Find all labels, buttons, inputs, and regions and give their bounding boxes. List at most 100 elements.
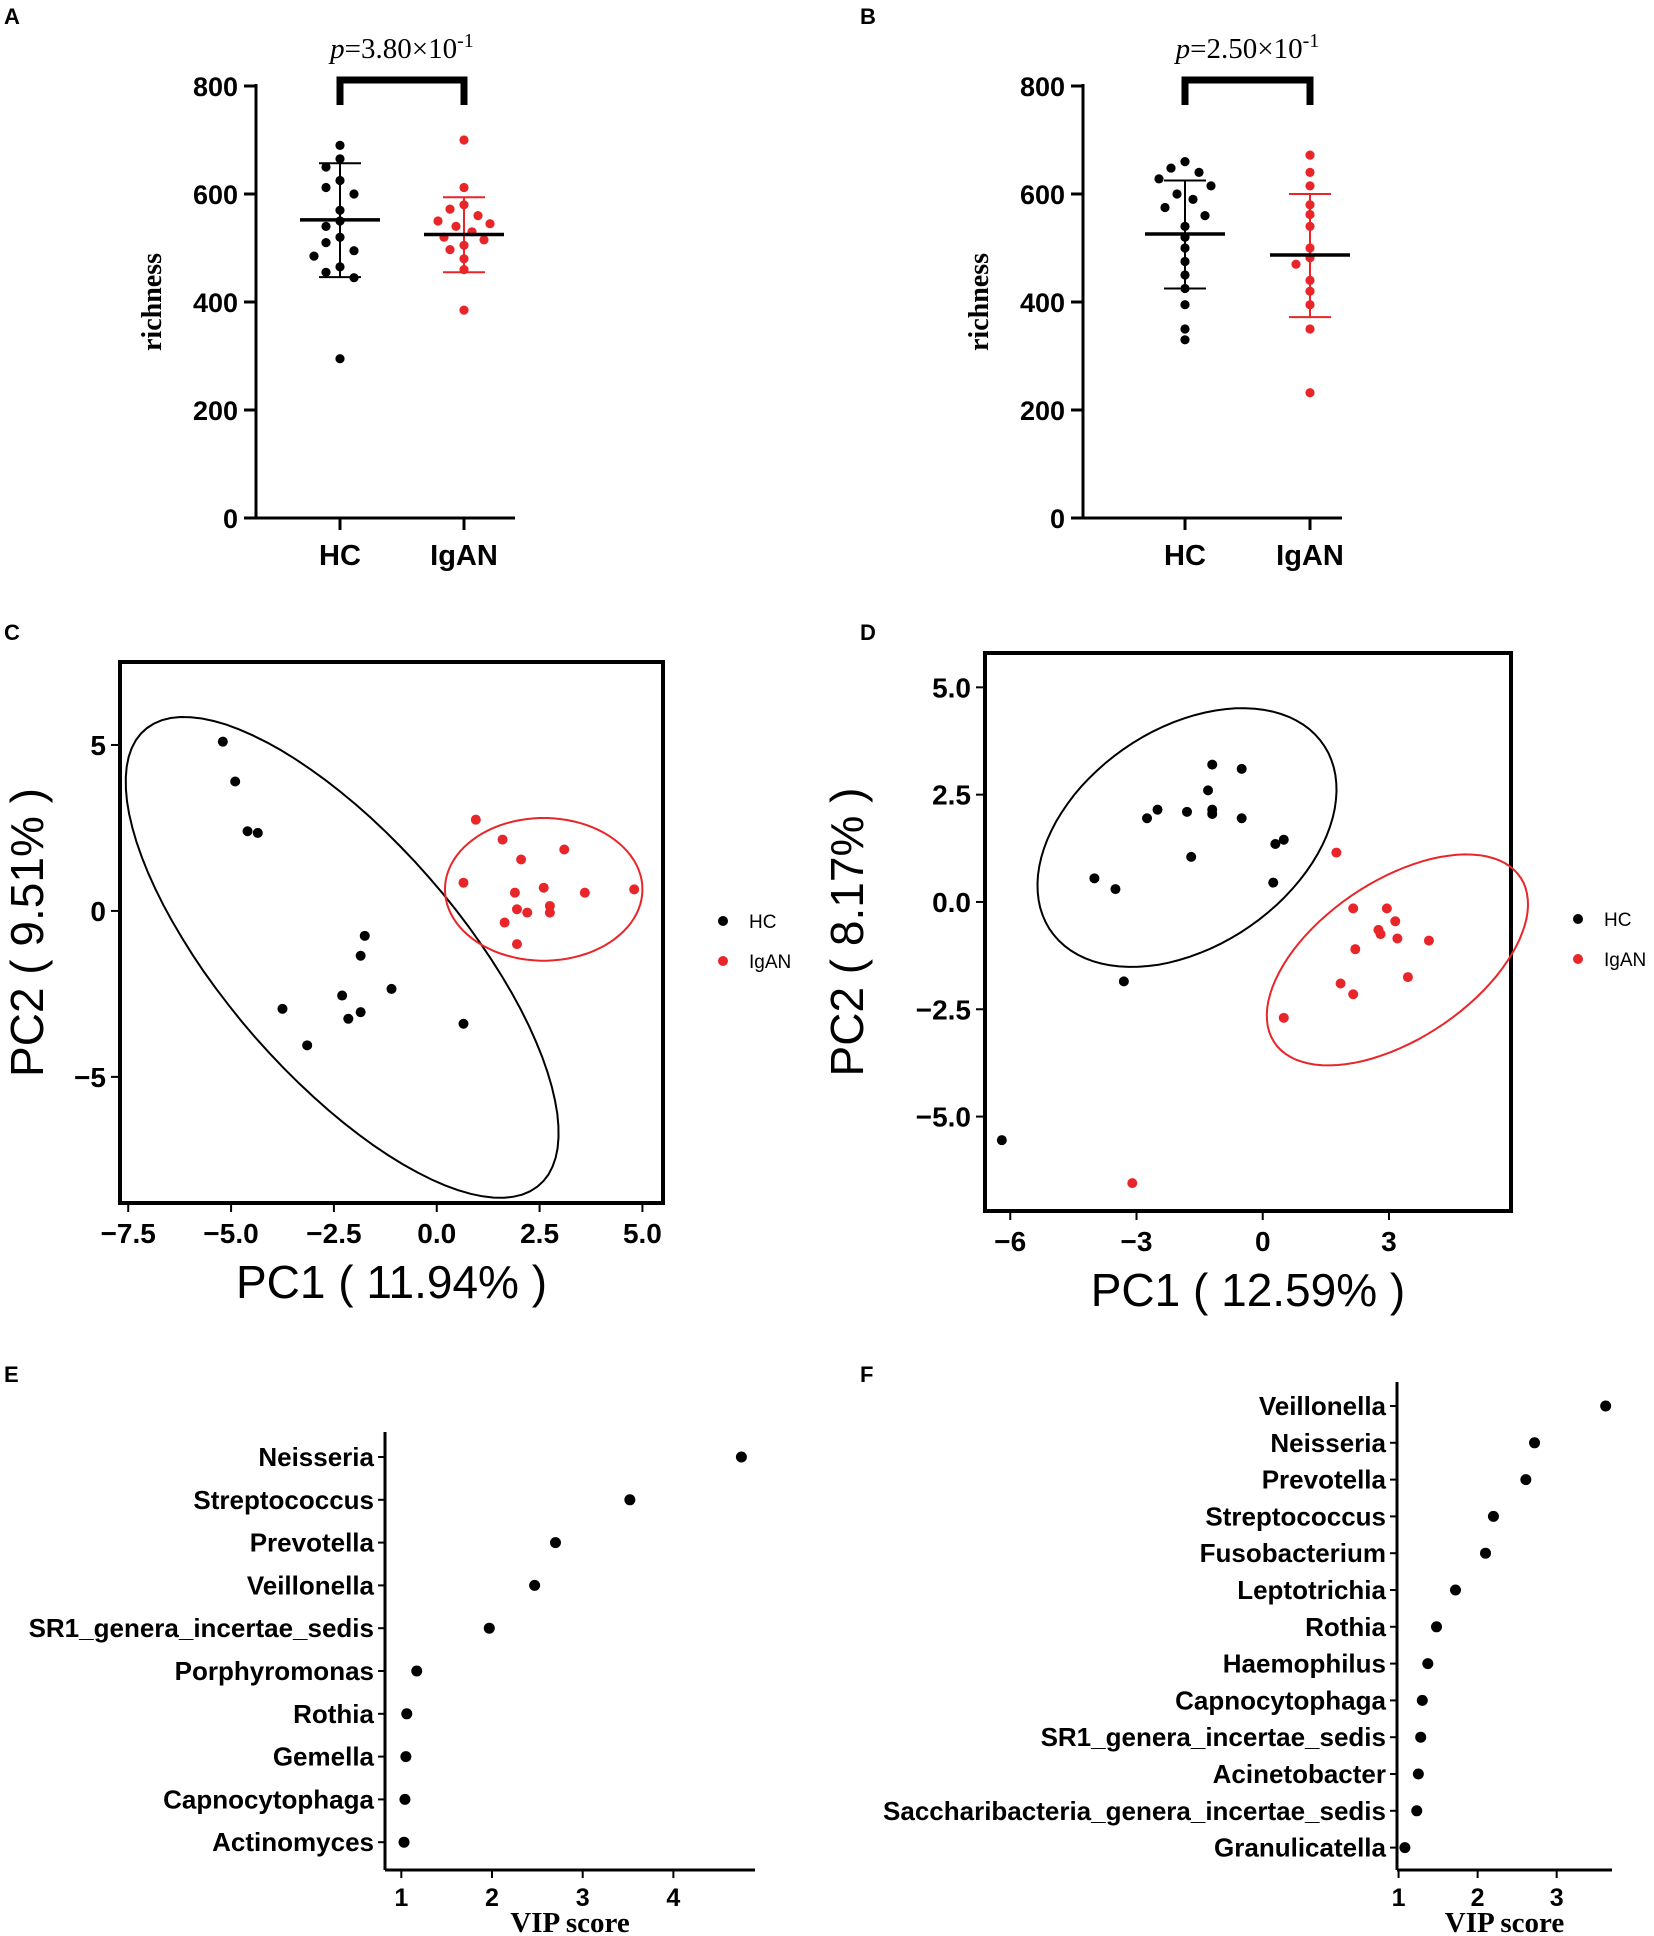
category-label: Neisseria: [1270, 1428, 1386, 1458]
x-tick-label: 4: [666, 1884, 680, 1912]
panel-letter-f: F: [860, 1362, 873, 1387]
panel-e-vip-chart: 1 2 3 4 VIP score Neisseria Streptococcus Prevo…: [29, 1432, 755, 1936]
category-label: SR1_genera_incertae_sedis: [1041, 1722, 1386, 1752]
legend-marker-hc: [718, 916, 728, 926]
data-point-hc: [1180, 243, 1190, 253]
category-label: Capnocytophaga: [1175, 1685, 1386, 1715]
x-axis-label: PC1 ( 12.59% ): [1091, 1264, 1405, 1316]
y-tick-label: 0: [1050, 504, 1065, 534]
data-point-igan: [516, 854, 527, 865]
y-tick-label: 200: [1020, 396, 1065, 426]
data-point-hc: [277, 1003, 288, 1014]
data-point-igan: [459, 200, 469, 210]
vip-point: [1411, 1805, 1423, 1817]
data-point-hc: [1206, 181, 1216, 191]
data-point-hc: [359, 930, 370, 941]
data-point-igan: [445, 245, 455, 255]
data-point-hc: [1166, 163, 1176, 173]
x-tick-label: 5.0: [623, 1218, 662, 1249]
panel-letter-d: D: [860, 620, 876, 645]
vip-point: [1422, 1658, 1434, 1670]
data-point-hc: [1180, 324, 1190, 334]
data-point-hc: [1278, 834, 1289, 845]
data-point-igan: [1350, 944, 1361, 955]
y-tick-label: 2.5: [932, 780, 971, 811]
data-point-hc: [349, 189, 359, 199]
significance-bracket: [1181, 76, 1314, 105]
y-tick-label: 600: [1020, 180, 1065, 210]
vip-point: [483, 1622, 495, 1634]
data-point-igan: [629, 884, 640, 895]
data-point-hc: [1180, 335, 1190, 345]
data-point-hc: [335, 140, 345, 150]
x-tick-label-hc: HC: [319, 540, 361, 572]
data-point-igan: [458, 877, 469, 888]
p-value-symbol: p: [328, 33, 345, 65]
category-label: Fusobacterium: [1200, 1538, 1386, 1568]
y-tick-label: 400: [1020, 288, 1065, 318]
data-point-hc: [1194, 167, 1204, 177]
vip-point: [1416, 1694, 1428, 1706]
data-point-hc: [343, 1013, 354, 1024]
panel-a-richness-chart: 0 200 400 600 800 richness HC IgAN p=3.80×10-1: [137, 30, 515, 572]
data-point-igan: [511, 904, 522, 915]
data-point-igan: [1305, 243, 1315, 253]
data-point-igan: [579, 887, 590, 898]
data-point-hc: [1203, 785, 1214, 796]
data-point-igan: [1305, 150, 1315, 160]
x-tick-label: 0.0: [417, 1218, 456, 1249]
x-tick-label: 1: [1392, 1884, 1406, 1912]
data-point-hc: [1207, 804, 1218, 815]
significance-bracket: [336, 76, 468, 105]
x-tick-label-hc: HC: [1164, 540, 1206, 572]
data-point-hc: [458, 1018, 469, 1029]
data-point-igan: [559, 844, 570, 855]
legend-label-hc: HC: [1604, 910, 1631, 931]
data-point-hc: [217, 736, 228, 747]
legend-marker-hc: [1573, 914, 1583, 924]
x-axis-label: VIP score: [510, 1907, 630, 1936]
y-tick-label: −5: [74, 1062, 106, 1093]
y-axis-label: richness: [964, 253, 995, 351]
y-tick-label: 800: [1020, 72, 1065, 102]
vip-point: [549, 1537, 561, 1549]
vip-point: [529, 1579, 541, 1591]
vip-point: [1415, 1731, 1427, 1743]
data-point-hc: [1142, 813, 1153, 824]
x-tick-label-igan: IgAN: [430, 540, 498, 572]
y-tick-label: 0.0: [932, 887, 971, 918]
y-tick-label: 800: [193, 72, 238, 102]
x-tick-label: 2: [485, 1884, 499, 1912]
panel-letter-e: E: [4, 1362, 19, 1387]
x-tick-label: −2.5: [306, 1218, 361, 1249]
legend-marker-igan: [718, 956, 728, 966]
y-tick-label: 0: [90, 896, 106, 927]
data-point-hc: [1181, 806, 1192, 817]
data-point-igan: [1305, 275, 1315, 285]
x-tick-label: 1: [394, 1884, 408, 1912]
p-value-exponent: -1: [1303, 30, 1320, 52]
x-tick-label: 3: [576, 1884, 590, 1912]
data-point-hc: [1089, 873, 1100, 884]
data-point-hc: [1268, 877, 1279, 888]
data-point-hc: [1200, 211, 1210, 221]
data-point-igan: [459, 240, 469, 250]
data-point-igan: [1305, 209, 1315, 220]
data-point-hc: [1110, 884, 1121, 895]
vip-point: [1412, 1768, 1424, 1780]
category-label: Prevotella: [1262, 1465, 1387, 1495]
panel-b-richness-chart: 0 200 400 600 800 richness HC IgAN p=2.50×10-1: [964, 30, 1350, 572]
data-point-igan: [470, 814, 481, 825]
p-value-label: p=2.50×10-1: [1174, 30, 1320, 65]
data-point-hc: [1154, 174, 1164, 184]
data-point-igan: [509, 887, 520, 898]
category-label: Haemophilus: [1223, 1649, 1386, 1679]
data-point-igan: [445, 204, 455, 214]
vip-point: [1399, 1842, 1411, 1854]
category-label: Saccharibacteria_genera_incertae_sedis: [883, 1796, 1386, 1826]
category-label: Granulicatella: [1214, 1833, 1386, 1863]
data-point-igan: [497, 834, 508, 845]
panel-letter-a: A: [4, 4, 20, 29]
data-point-igan: [1305, 181, 1315, 191]
